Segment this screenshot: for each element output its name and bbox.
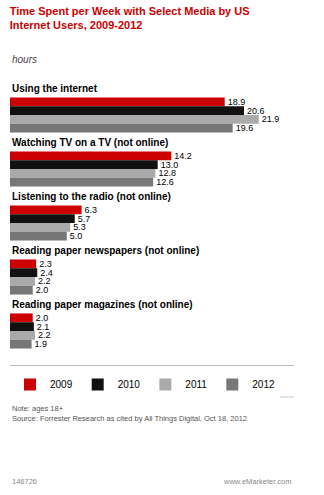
svg-text:21.9: 21.9 <box>262 114 280 124</box>
svg-text:Note: ages 18+Source: Forreste: Note: ages 18+Source: Forrester Research… <box>12 404 247 423</box>
svg-text:Listening to the radio (not on: Listening to the radio (not online) <box>12 191 171 202</box>
svg-text:2.1: 2.1 <box>37 322 50 332</box>
svg-text:19.6: 19.6 <box>236 123 254 133</box>
svg-text:2012: 2012 <box>252 379 275 390</box>
svg-text:2.2: 2.2 <box>38 276 51 286</box>
svg-text:www.eMarketer.com: www.eMarketer.com <box>223 477 292 486</box>
svg-text:Using the internet: Using the internet <box>12 83 98 94</box>
svg-text:Reading paper newspapers (not: Reading paper newspapers (not online) <box>12 245 199 256</box>
svg-text:5.3: 5.3 <box>73 222 86 232</box>
svg-text:146726: 146726 <box>12 477 37 486</box>
svg-text:Reading paper magazines (not o: Reading paper magazines (not online) <box>12 299 193 310</box>
svg-text:2.3: 2.3 <box>39 259 52 269</box>
svg-text:12.6: 12.6 <box>156 177 174 187</box>
svg-text:2011: 2011 <box>185 379 207 390</box>
svg-text:12.8: 12.8 <box>158 168 176 178</box>
svg-text:2.4: 2.4 <box>40 268 53 278</box>
svg-text:2009: 2009 <box>50 379 73 390</box>
svg-text:6.3: 6.3 <box>85 205 98 215</box>
svg-text:2.2: 2.2 <box>38 330 51 340</box>
svg-text:5.0: 5.0 <box>70 231 83 241</box>
svg-text:Time Spent per Week with Selec: Time Spent per Week with Select Media by… <box>10 5 250 31</box>
svg-text:hours: hours <box>12 54 37 65</box>
svg-text:2.0: 2.0 <box>36 313 49 323</box>
svg-text:Watching TV on a TV (not onlin: Watching TV on a TV (not online) <box>12 137 168 148</box>
svg-text:2.0: 2.0 <box>36 285 49 295</box>
svg-text:2010: 2010 <box>118 379 141 390</box>
svg-text:20.6: 20.6 <box>247 106 265 116</box>
svg-text:1.9: 1.9 <box>35 339 48 349</box>
svg-text:18.9: 18.9 <box>228 97 246 107</box>
svg-text:13.0: 13.0 <box>161 160 179 170</box>
svg-text:5.7: 5.7 <box>78 214 91 224</box>
svg-text:14.2: 14.2 <box>174 151 192 161</box>
